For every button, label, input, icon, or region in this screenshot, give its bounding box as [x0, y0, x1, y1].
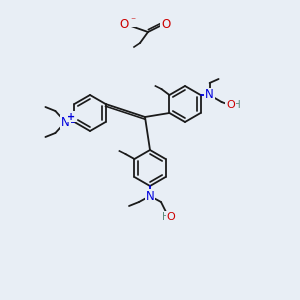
Text: O: O	[226, 100, 235, 110]
Text: H: H	[233, 100, 241, 110]
Text: +: +	[67, 112, 75, 122]
Text: H: H	[162, 212, 170, 222]
Text: N: N	[205, 88, 214, 101]
Text: O: O	[167, 212, 176, 221]
Text: N: N	[146, 190, 154, 202]
Text: ⁻: ⁻	[130, 16, 136, 26]
Text: O: O	[119, 19, 129, 32]
Text: O: O	[161, 19, 171, 32]
Text: N: N	[61, 116, 70, 128]
